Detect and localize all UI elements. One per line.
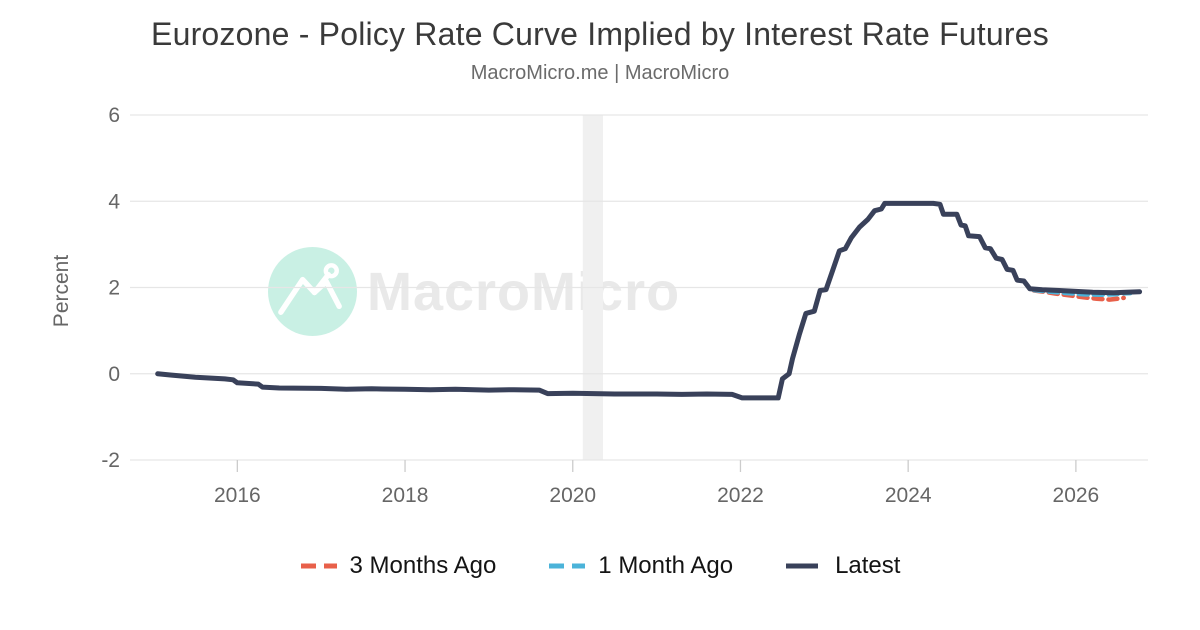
page-subtitle: MacroMicro.me | MacroMicro [470,62,730,84]
y-tick-label: 2 [108,277,120,300]
y-tick-label: -2 [101,449,120,472]
y-tick-label: 4 [108,190,120,213]
y-tick-label: 6 [108,104,120,127]
legend-item-label: 1 Month Ago [598,552,734,579]
legend-item-label: Latest [835,552,901,579]
x-tick-label: 2016 [214,484,261,507]
legend-marker-icon [549,563,586,569]
x-tick-label: 2018 [382,484,429,507]
page-title: Eurozone - Policy Rate Curve Implied by … [151,16,1049,52]
legend-marker-icon [786,563,819,569]
x-tick-label: 2024 [885,484,932,507]
legend-marker-icon [300,563,337,569]
x-tick-label: 2026 [1053,484,1100,507]
series-line-latest [155,200,1143,401]
legend-item-label: 3 Months Ago [349,552,497,579]
legend: 3 Months Ago 1 Month Ago Latest [0,552,1200,580]
x-tick-label: 2022 [717,484,764,507]
legend-item-1-month-ago[interactable]: 1 Month Ago [548,552,733,580]
y-tick-label: 0 [108,363,120,386]
legend-item-latest[interactable]: Latest [785,552,900,580]
legend-item-3-months-ago[interactable]: 3 Months Ago [300,552,497,580]
x-tick-label: 2020 [549,484,596,507]
